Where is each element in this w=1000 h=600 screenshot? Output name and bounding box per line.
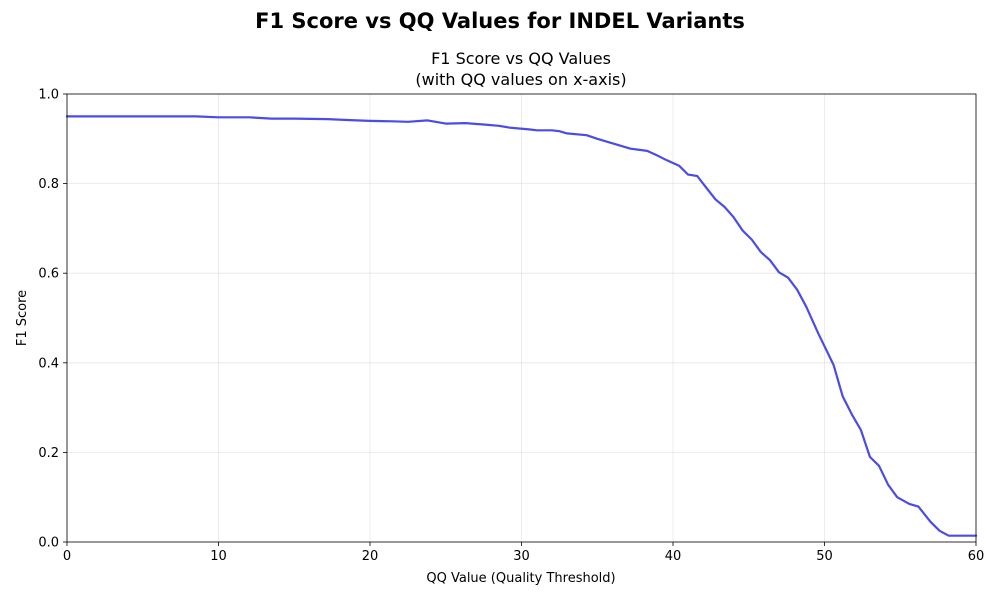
f1-score-line xyxy=(65,115,978,537)
x-tick-label: 60 xyxy=(968,549,985,564)
y-tick-label: 1.0 xyxy=(38,88,59,103)
y-tick-label: 0.2 xyxy=(38,446,59,461)
x-tick-label: 50 xyxy=(816,549,833,564)
y-tick-label: 0.6 xyxy=(38,267,59,282)
chart-title-line-1: F1 Score vs QQ Values xyxy=(431,49,611,68)
x-axis-label: QQ Value (Quality Threshold) xyxy=(426,571,615,586)
x-tick-label: 40 xyxy=(665,549,682,564)
y-axis-ticks: 0.0 0.2 0.4 0.6 0.8 1.0 xyxy=(38,88,67,551)
x-tick-label: 20 xyxy=(362,549,379,564)
y-tick-label: 0.4 xyxy=(38,356,59,371)
y-tick-label: 0.0 xyxy=(38,536,59,551)
x-axis-ticks: 0 10 20 30 40 50 60 xyxy=(63,542,984,564)
y-tick-label: 0.8 xyxy=(38,177,59,192)
figure-suptitle: F1 Score vs QQ Values for INDEL Variants xyxy=(255,9,745,33)
x-tick-label: 0 xyxy=(63,549,71,564)
chart-title-line-2: (with QQ values on x-axis) xyxy=(415,70,626,89)
y-axis-label: F1 Score xyxy=(15,290,30,346)
x-tick-label: 30 xyxy=(513,549,530,564)
x-tick-label: 10 xyxy=(210,549,227,564)
